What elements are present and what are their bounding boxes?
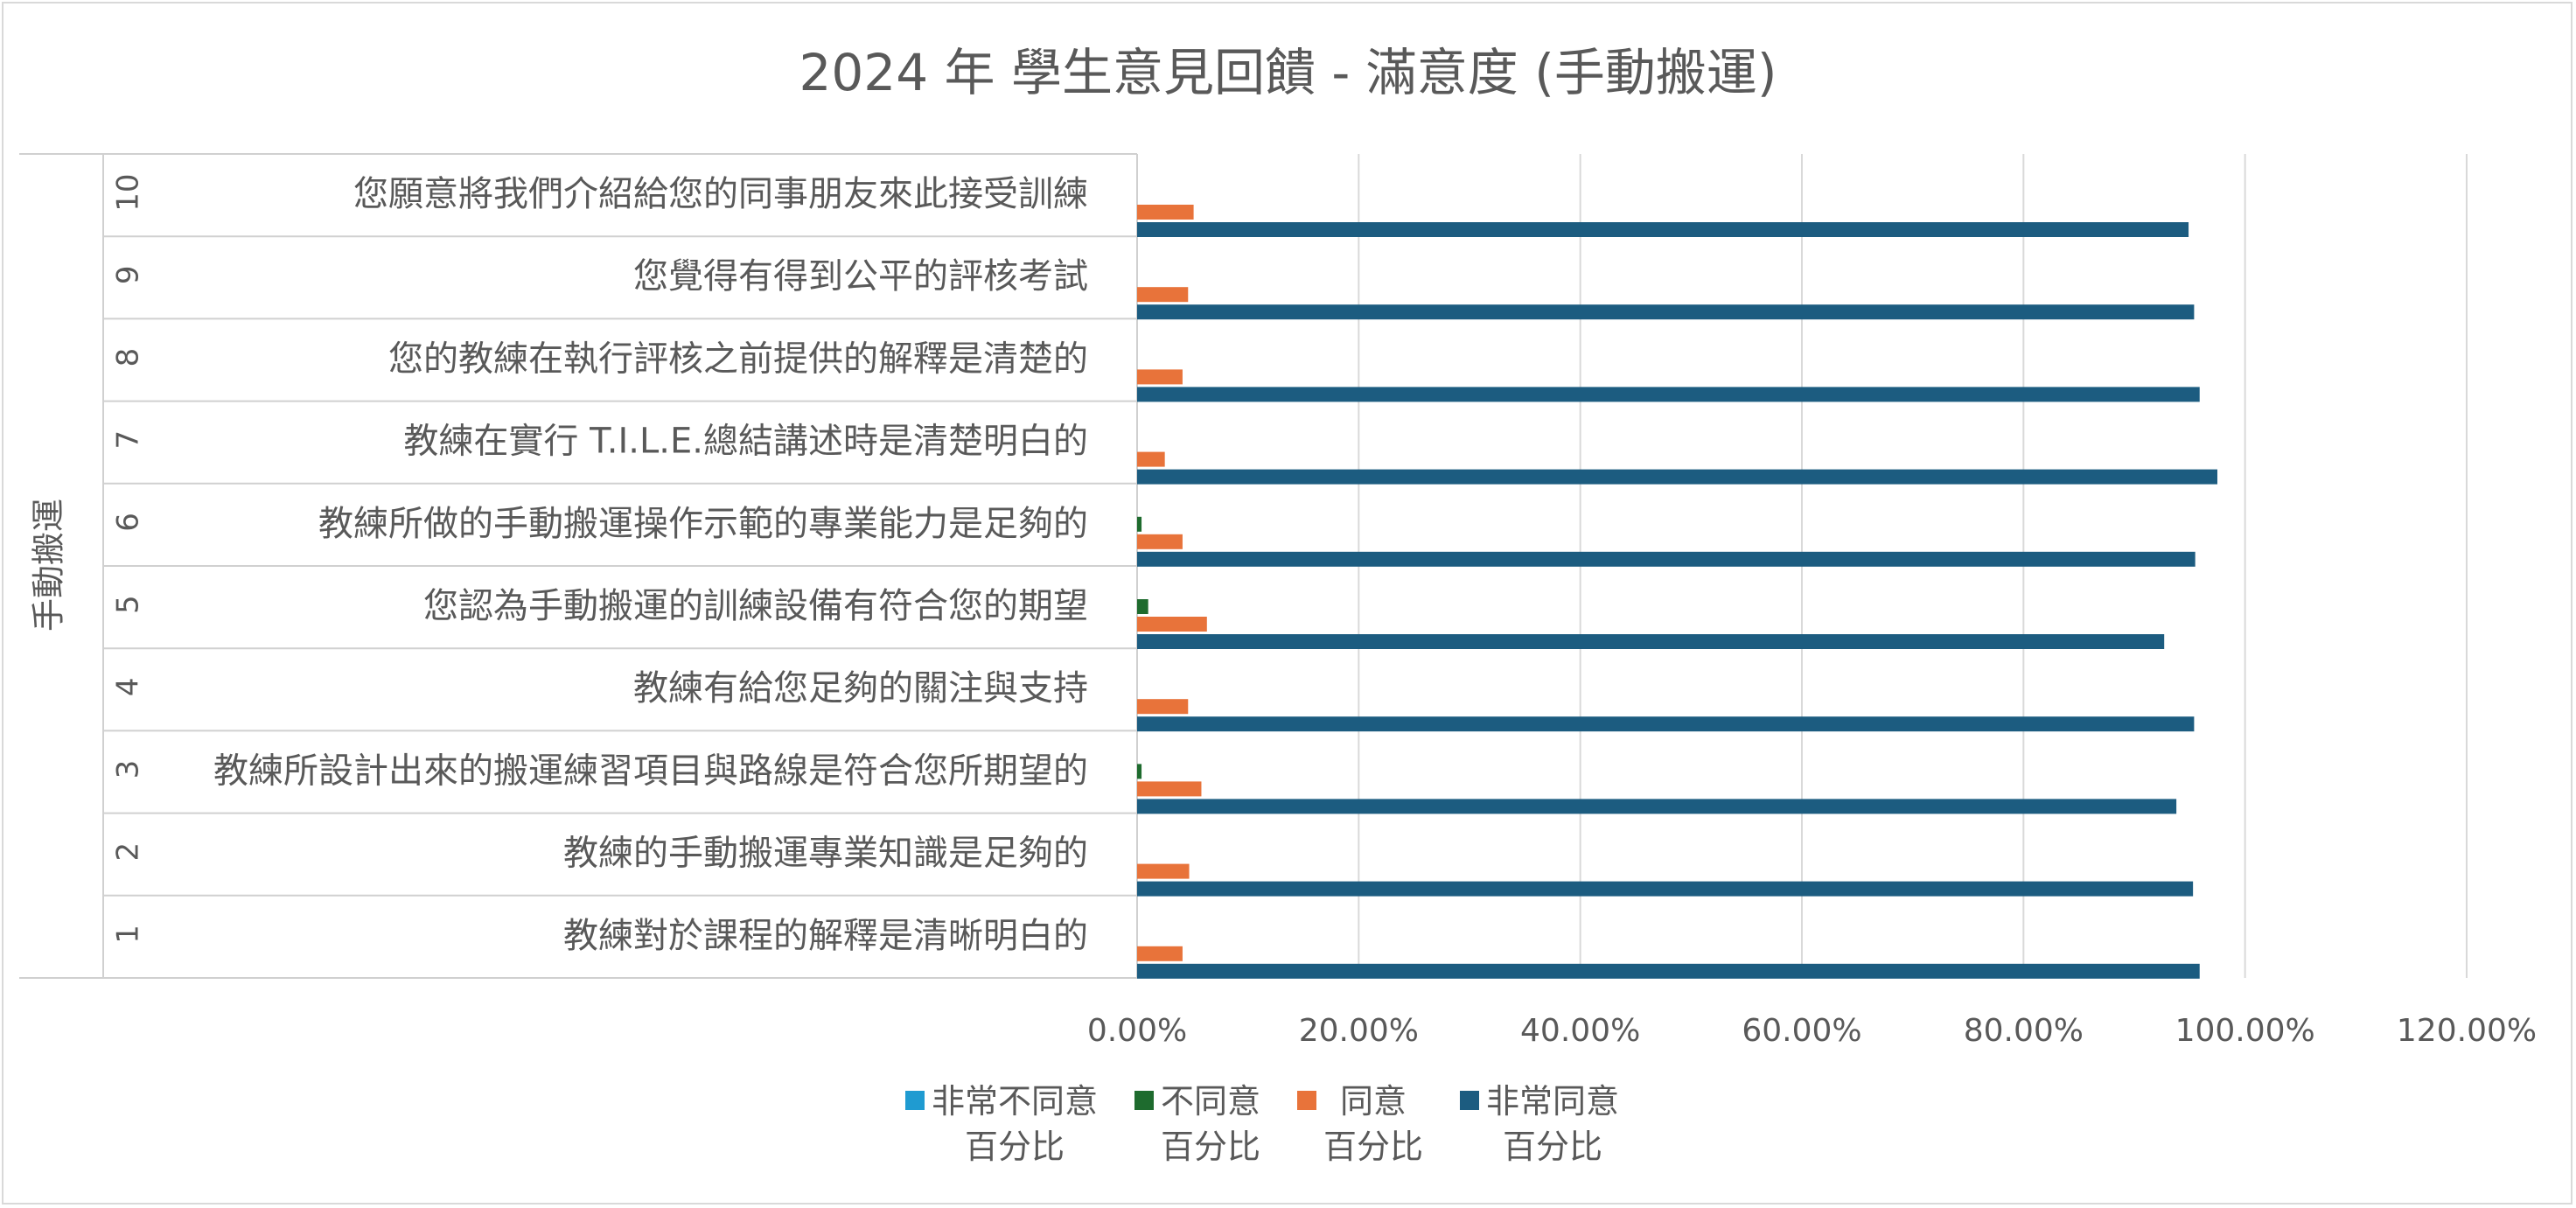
category-label: 教練所做的手動搬運操作示範的專業能力是足夠的 bbox=[318, 504, 1088, 544]
category-number: 4 bbox=[111, 677, 146, 696]
bar bbox=[1137, 205, 1194, 220]
bar bbox=[1137, 534, 1183, 549]
bar bbox=[1137, 304, 2195, 320]
category-number: 6 bbox=[111, 513, 146, 532]
category-number: 8 bbox=[111, 348, 146, 367]
legend-swatch bbox=[1134, 1091, 1155, 1110]
legend: 非常不同意 百分比 不同意 百分比 同意 百分比 非常同意 百分比 bbox=[905, 1079, 1656, 1170]
category-number: 1 bbox=[111, 925, 146, 944]
bar bbox=[1137, 634, 2165, 649]
legend-swatch bbox=[905, 1091, 925, 1110]
x-tick-label: 20.00% bbox=[1299, 1013, 1419, 1049]
x-axis-ticks: 0.00% 20.00% 40.00% 60.00% 80.00% 100.00% 120.… bbox=[1087, 1013, 2537, 1049]
bar bbox=[1137, 287, 1189, 303]
category-table: 1 教練對於課程的解釋是清晰明白的 2 教練的手動搬運專業知識是足夠的 3 教練所設計出來… bbox=[19, 153, 1138, 979]
x-tick-label: 120.00% bbox=[2397, 1013, 2537, 1049]
bar bbox=[1137, 881, 2194, 897]
chart-title: 2024 年 學生意見回饋 - 滿意度 (手動搬運) bbox=[799, 43, 1777, 102]
category-number: 7 bbox=[111, 430, 146, 450]
x-tick-label: 60.00% bbox=[1742, 1013, 1861, 1049]
x-tick-label: 40.00% bbox=[1520, 1013, 1640, 1049]
legend-item: 同意 百分比 bbox=[1297, 1079, 1423, 1170]
category-label: 教練在實行 T.I.L.E.總結講述時是清楚明白的 bbox=[403, 422, 1088, 462]
category-label: 您覺得有得到公平的評核考試 bbox=[633, 256, 1088, 297]
legend-swatch bbox=[1297, 1091, 1317, 1110]
legend-label: 非常不同意 百分比 bbox=[932, 1082, 1099, 1166]
category-number: 2 bbox=[111, 842, 146, 862]
category-label: 教練有給您足夠的關注與支持 bbox=[633, 668, 1088, 709]
bar bbox=[1137, 617, 1207, 632]
category-label: 您認為手動搬運的訓練設備有符合您的期望 bbox=[423, 586, 1088, 626]
category-number: 3 bbox=[111, 760, 146, 779]
category-label: 您的教練在執行評核之前提供的解釋是清楚的 bbox=[388, 339, 1088, 379]
bar bbox=[1137, 369, 1183, 385]
y-axis-title: 手動搬運 bbox=[30, 499, 68, 632]
category-number: 10 bbox=[111, 173, 146, 211]
legend-label: 同意 百分比 bbox=[1323, 1082, 1424, 1166]
bar bbox=[1137, 387, 2200, 402]
legend-item: 非常同意 百分比 bbox=[1460, 1079, 1619, 1170]
legend-item: 不同意 百分比 bbox=[1134, 1079, 1260, 1170]
x-tick-label: 0.00% bbox=[1087, 1013, 1187, 1049]
bars bbox=[1137, 205, 2217, 979]
bar bbox=[1137, 516, 1142, 532]
bar bbox=[1137, 599, 1148, 614]
bar bbox=[1137, 946, 1183, 961]
bar bbox=[1137, 551, 2196, 567]
bar bbox=[1137, 222, 2189, 237]
category-number: 9 bbox=[111, 265, 146, 284]
x-tick-label: 80.00% bbox=[1964, 1013, 2084, 1049]
legend-label: 不同意 百分比 bbox=[1161, 1082, 1261, 1166]
bar bbox=[1137, 451, 1165, 467]
category-label: 教練的手動搬運專業知識是足夠的 bbox=[563, 834, 1088, 874]
bar bbox=[1137, 764, 1142, 779]
category-number: 5 bbox=[111, 595, 146, 614]
bar bbox=[1137, 781, 1202, 797]
legend-item: 非常不同意 百分比 bbox=[905, 1079, 1098, 1170]
bar bbox=[1137, 699, 1189, 715]
legend-swatch bbox=[1460, 1091, 1480, 1110]
bar bbox=[1137, 716, 2195, 732]
category-label: 您願意將我們介紹給您的同事朋友來此接受訓練 bbox=[353, 174, 1088, 214]
bar bbox=[1137, 469, 2217, 485]
legend-label: 非常同意 百分比 bbox=[1486, 1082, 1620, 1166]
category-label: 教練對於課程的解釋是清晰明白的 bbox=[563, 916, 1088, 956]
category-label: 教練所設計出來的搬運練習項目與路線是符合您所期望的 bbox=[213, 751, 1088, 791]
x-tick-label: 100.00% bbox=[2175, 1013, 2315, 1049]
bar bbox=[1137, 799, 2177, 814]
bar bbox=[1137, 963, 2200, 979]
bar bbox=[1137, 863, 1190, 879]
